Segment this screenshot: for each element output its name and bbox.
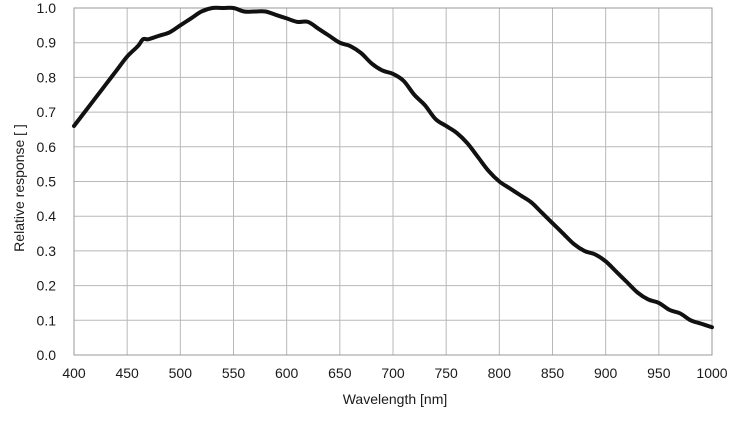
x-tick-label: 400 <box>62 365 86 381</box>
x-tick-label: 550 <box>222 365 246 381</box>
x-tick-label: 950 <box>647 365 671 381</box>
y-tick-label: 1.0 <box>37 0 57 16</box>
series-layer <box>72 5 714 330</box>
y-tick-label: 0.6 <box>37 139 57 155</box>
x-tick-label: 600 <box>275 365 299 381</box>
y-tick-label: 0.3 <box>37 243 57 259</box>
y-tick-label: 0.0 <box>37 347 57 363</box>
x-tick-label: 650 <box>328 365 352 381</box>
y-tick-labels: 0.0 0.1 0.2 0.3 0.4 0.5 0.6 0.7 0.8 0.9 1.0 <box>37 0 57 363</box>
plot-border <box>73 7 713 356</box>
x-tick-labels: 400 450 500 550 600 650 700 750 800 850 900 950 1000 <box>62 365 727 381</box>
x-tick-label: 700 <box>381 365 405 381</box>
y-tick-label: 0.7 <box>37 104 57 120</box>
x-tick-label: 900 <box>594 365 618 381</box>
y-tick-label: 0.1 <box>37 312 57 328</box>
x-tick-label: 750 <box>434 365 458 381</box>
x-tick-label: 1000 <box>696 365 727 381</box>
y-axis-title: Relative response [ ] <box>11 124 27 252</box>
grid <box>73 7 713 356</box>
x-axis-title: Wavelength [nm] <box>343 391 448 407</box>
y-tick-label: 0.4 <box>37 208 57 224</box>
y-tick-label: 0.9 <box>37 35 57 51</box>
series-line <box>72 5 714 330</box>
x-tick-label: 850 <box>541 365 565 381</box>
y-tick-label: 0.5 <box>37 174 57 190</box>
y-tick-label: 0.2 <box>37 278 57 294</box>
y-tick-label: 0.8 <box>37 69 57 85</box>
x-tick-label: 500 <box>169 365 193 381</box>
plot-frame <box>73 7 713 356</box>
x-tick-label: 450 <box>115 365 139 381</box>
x-tick-label: 800 <box>488 365 512 381</box>
